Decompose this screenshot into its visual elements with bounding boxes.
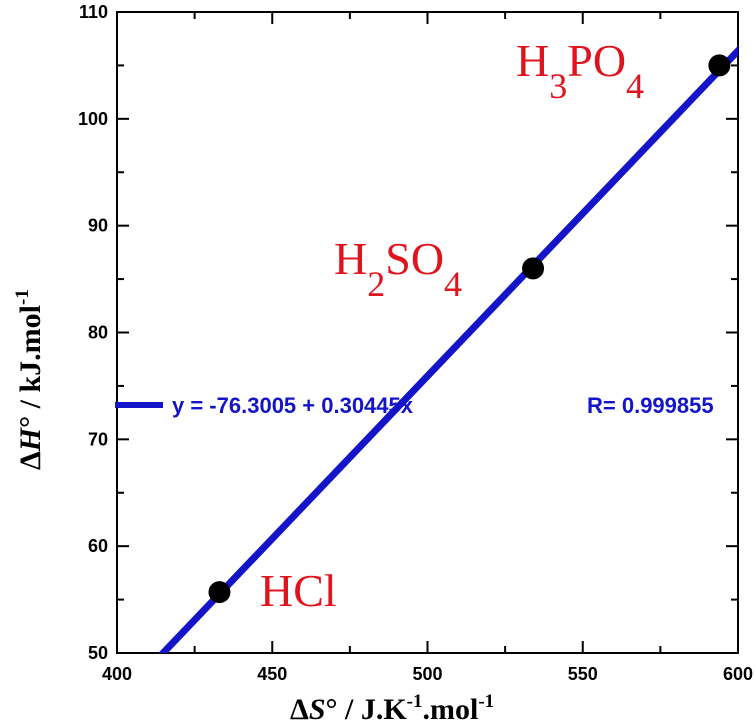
data-points <box>208 54 731 604</box>
x-tick-label: 600 <box>723 664 753 684</box>
plot-frame <box>116 11 739 654</box>
x-tick-label: 400 <box>102 664 132 684</box>
label-h3po4: H3PO4 <box>516 35 644 106</box>
x-tick-label: 500 <box>412 664 442 684</box>
y-axis-title: ΔH° / kJ.mol-1 <box>12 289 47 470</box>
y-tick-labels: 50 60 70 80 90 100 110 <box>78 2 108 663</box>
fit-r-value: R= 0.999855 <box>587 393 714 418</box>
fit-equation: y = -76.3005 + 0.30445x <box>172 393 414 418</box>
data-point <box>208 581 231 604</box>
data-point <box>708 54 731 77</box>
y-tick-label: 50 <box>88 643 108 663</box>
y-tick-label: 90 <box>88 216 108 236</box>
y-tick-label: 100 <box>78 109 108 129</box>
x-tick-label: 550 <box>568 664 598 684</box>
y-tick-label: 110 <box>79 2 108 22</box>
y-tick-label: 80 <box>88 323 108 343</box>
x-tick-label: 450 <box>257 664 287 684</box>
label-hcl: HCl <box>260 565 337 616</box>
y-tick-label: 60 <box>88 536 108 556</box>
label-h2so4: H2SO4 <box>334 233 462 304</box>
x-axis-title: ΔS° / J.K-1.mol-1 <box>290 691 494 726</box>
axis-ticks <box>116 11 739 654</box>
data-point <box>522 257 545 280</box>
y-tick-label: 70 <box>88 429 108 449</box>
x-tick-labels: 400 450 500 550 600 <box>102 664 753 684</box>
